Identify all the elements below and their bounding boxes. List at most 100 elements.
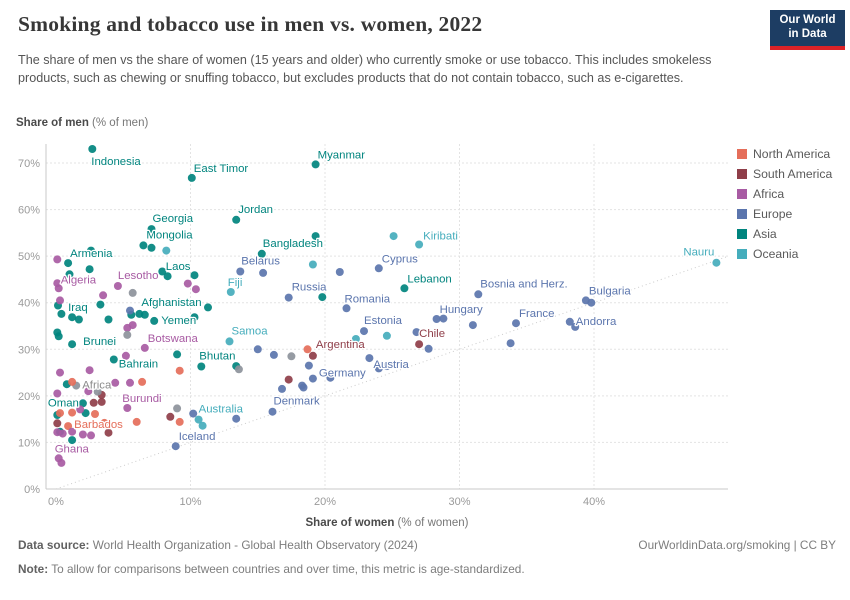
legend-item-southamerica[interactable]: South America	[737, 167, 832, 181]
point-andorra[interactable]	[565, 317, 574, 326]
data-point[interactable]	[351, 335, 360, 343]
data-point[interactable]	[140, 310, 149, 319]
data-point[interactable]	[123, 330, 132, 339]
point-brunei[interactable]	[68, 340, 77, 349]
point-laos[interactable]	[190, 271, 199, 280]
data-point[interactable]	[53, 279, 62, 288]
data-point[interactable]	[58, 429, 67, 438]
data-point[interactable]	[424, 344, 433, 353]
point-georgia[interactable]	[147, 225, 156, 234]
data-point[interactable]	[53, 389, 62, 398]
data-point[interactable]	[76, 405, 85, 414]
legend-item-northamerica[interactable]: North America	[737, 147, 832, 161]
data-point[interactable]	[278, 384, 286, 393]
point-yemen[interactable]	[150, 316, 159, 325]
point-denmark[interactable]	[268, 407, 277, 416]
data-point[interactable]	[412, 328, 421, 337]
data-point[interactable]	[191, 285, 200, 294]
data-point[interactable]	[175, 366, 184, 375]
data-point[interactable]	[65, 270, 74, 279]
legend-item-asia[interactable]: Asia	[737, 227, 832, 241]
data-point[interactable]	[389, 232, 398, 241]
data-point[interactable]	[132, 417, 141, 426]
data-point[interactable]	[123, 323, 132, 332]
point-belarus[interactable]	[236, 267, 245, 276]
data-point[interactable]	[175, 417, 184, 426]
data-point[interactable]	[96, 300, 105, 309]
legend-item-europe[interactable]: Europe	[737, 207, 832, 221]
point-samoa[interactable]	[225, 337, 234, 346]
data-point[interactable]	[68, 427, 77, 436]
point-romania[interactable]	[342, 304, 351, 313]
data-point[interactable]	[506, 339, 515, 348]
point-armenia[interactable]	[64, 259, 73, 268]
legend-item-oceania[interactable]: Oceania	[737, 247, 832, 261]
data-point[interactable]	[126, 378, 134, 387]
data-point[interactable]	[138, 377, 147, 386]
data-point[interactable]	[259, 268, 268, 277]
point-argentina[interactable]	[308, 351, 317, 360]
data-point[interactable]	[111, 378, 120, 387]
point-barbados[interactable]	[64, 422, 73, 431]
data-point[interactable]	[85, 366, 94, 375]
data-point[interactable]	[53, 255, 62, 264]
data-point[interactable]	[189, 409, 198, 418]
data-point[interactable]	[163, 272, 172, 281]
data-point[interactable]	[87, 246, 95, 255]
data-point[interactable]	[204, 303, 212, 312]
data-point[interactable]	[190, 313, 199, 322]
data-point[interactable]	[128, 288, 137, 297]
data-point[interactable]	[253, 345, 262, 354]
data-point[interactable]	[85, 265, 94, 274]
data-point[interactable]	[382, 331, 391, 340]
data-point[interactable]	[104, 315, 113, 324]
data-point[interactable]	[374, 364, 383, 373]
data-point[interactable]	[57, 458, 66, 467]
point-france[interactable]	[512, 319, 520, 328]
data-point[interactable]	[335, 268, 344, 276]
data-point[interactable]	[74, 315, 83, 324]
data-point[interactable]	[126, 306, 134, 315]
data-point[interactable]	[78, 430, 87, 439]
point-botswana[interactable]	[140, 343, 149, 352]
point-indonesia[interactable]	[88, 145, 97, 153]
data-point[interactable]	[89, 398, 98, 407]
point-mongolia[interactable]	[139, 241, 148, 250]
data-point[interactable]	[173, 350, 182, 359]
data-point[interactable]	[308, 260, 317, 269]
point-bahrain[interactable]	[109, 355, 118, 364]
data-point[interactable]	[56, 296, 64, 305]
data-point[interactable]	[284, 375, 293, 384]
data-point[interactable]	[298, 381, 307, 390]
data-point[interactable]	[91, 410, 99, 418]
point-fiji[interactable]	[226, 288, 235, 296]
data-point[interactable]	[68, 408, 77, 417]
data-point[interactable]	[147, 243, 156, 252]
data-point[interactable]	[87, 431, 95, 440]
data-point[interactable]	[93, 387, 102, 396]
point-australia[interactable]	[194, 415, 203, 424]
data-point[interactable]	[68, 436, 77, 445]
data-point[interactable]	[287, 352, 296, 361]
point-nauru[interactable]	[712, 258, 721, 267]
data-point[interactable]	[198, 421, 207, 430]
point-iceland[interactable]	[171, 442, 180, 451]
data-point[interactable]	[104, 428, 113, 437]
data-point[interactable]	[121, 351, 130, 360]
point-austria[interactable]	[365, 354, 374, 363]
data-point[interactable]	[308, 374, 317, 383]
point-estonia[interactable]	[360, 327, 368, 336]
point-myanmar[interactable]	[311, 160, 320, 169]
owid-logo[interactable]: Our World in Data	[770, 10, 845, 50]
data-point[interactable]	[382, 362, 391, 371]
license-link[interactable]: OurWorldinData.org/smoking | CC BY	[638, 538, 836, 552]
point-kiribati[interactable]	[415, 240, 424, 249]
point-iraq[interactable]	[68, 313, 77, 322]
data-point[interactable]	[311, 232, 320, 241]
data-point[interactable]	[166, 412, 175, 421]
scatter-plot[interactable]: 0% 10% 20% 30% 40% 50% 60% 70% 0% 10% 20% 30% 40% Sha…	[0, 138, 850, 538]
data-point[interactable]	[326, 373, 335, 382]
point-bangladesh[interactable]	[257, 249, 266, 258]
data-point[interactable]	[173, 404, 182, 413]
data-point[interactable]	[269, 350, 278, 359]
